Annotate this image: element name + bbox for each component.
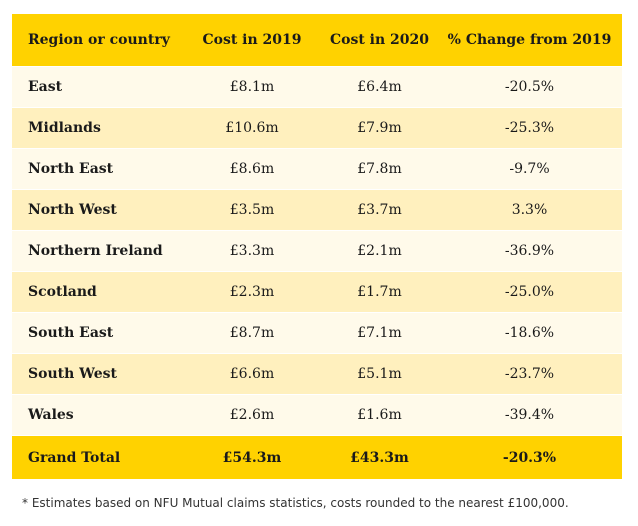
total-label: Grand Total [12,435,182,479]
row-cost-2020: £2.1m [322,230,437,271]
row-cost-2019: £6.6m [182,353,322,394]
table-row: East £8.1m £6.4m -20.5% [12,66,622,107]
grand-total-row: Grand Total £54.3m £43.3m -20.3% [12,435,622,479]
table-row: North East £8.6m £7.8m -9.7% [12,148,622,189]
total-percent-change: -20.3% [437,435,622,479]
row-region: East [12,66,182,107]
row-region: Northern Ireland [12,230,182,271]
row-cost-2019: £8.7m [182,312,322,353]
table-row: North West £3.5m £3.7m 3.3% [12,189,622,230]
header-percent-change: % Change from 2019 [447,32,612,48]
total-cost-2019: £54.3m [182,435,322,479]
table-row: Scotland £2.3m £1.7m -25.0% [12,271,622,312]
row-percent-change: -18.6% [437,312,622,353]
row-cost-2020: £7.8m [322,148,437,189]
header-cost-2019: Cost in 2019 [202,32,302,48]
table-row: Northern Ireland £3.3m £2.1m -36.9% [12,230,622,271]
table-row: Wales £2.6m £1.6m -39.4% [12,394,622,435]
row-percent-change: -25.0% [437,271,622,312]
row-region: South East [12,312,182,353]
row-cost-2020: £7.9m [322,107,437,148]
row-region: North West [12,189,182,230]
row-percent-change: -25.3% [437,107,622,148]
row-region: Scotland [12,271,182,312]
row-cost-2019: £3.3m [182,230,322,271]
header-region: Region or country [28,32,170,48]
total-cost-2020: £43.3m [322,435,437,479]
row-cost-2020: £1.6m [322,394,437,435]
row-cost-2019: £2.3m [182,271,322,312]
table-row: South East £8.7m £7.1m -18.6% [12,312,622,353]
row-cost-2020: £6.4m [322,66,437,107]
row-percent-change: -20.5% [437,66,622,107]
row-cost-2020: £1.7m [322,271,437,312]
row-cost-2019: £8.1m [182,66,322,107]
row-cost-2020: £5.1m [322,353,437,394]
regional-cost-table: Region or country Cost in 2019 Cost in 2… [12,14,622,479]
row-cost-2019: £3.5m [182,189,322,230]
row-region: North East [12,148,182,189]
table-row: South West £6.6m £5.1m -23.7% [12,353,622,394]
row-region: Midlands [12,107,182,148]
row-region: South West [12,353,182,394]
row-cost-2020: £7.1m [322,312,437,353]
row-percent-change: -9.7% [437,148,622,189]
row-region: Wales [12,394,182,435]
row-percent-change: 3.3% [437,189,622,230]
row-cost-2019: £10.6m [182,107,322,148]
row-percent-change: -36.9% [437,230,622,271]
row-cost-2020: £3.7m [322,189,437,230]
row-cost-2019: £8.6m [182,148,322,189]
row-percent-change: -23.7% [437,353,622,394]
table-row: Midlands £10.6m £7.9m -25.3% [12,107,622,148]
header-cost-2020: Cost in 2020 [329,32,430,48]
table-header-row: Region or country Cost in 2019 Cost in 2… [12,14,622,66]
cost-table-container: Region or country Cost in 2019 Cost in 2… [12,14,622,479]
row-cost-2019: £2.6m [182,394,322,435]
row-percent-change: -39.4% [437,394,622,435]
footnote: * Estimates based on NFU Mutual claims s… [22,496,569,510]
